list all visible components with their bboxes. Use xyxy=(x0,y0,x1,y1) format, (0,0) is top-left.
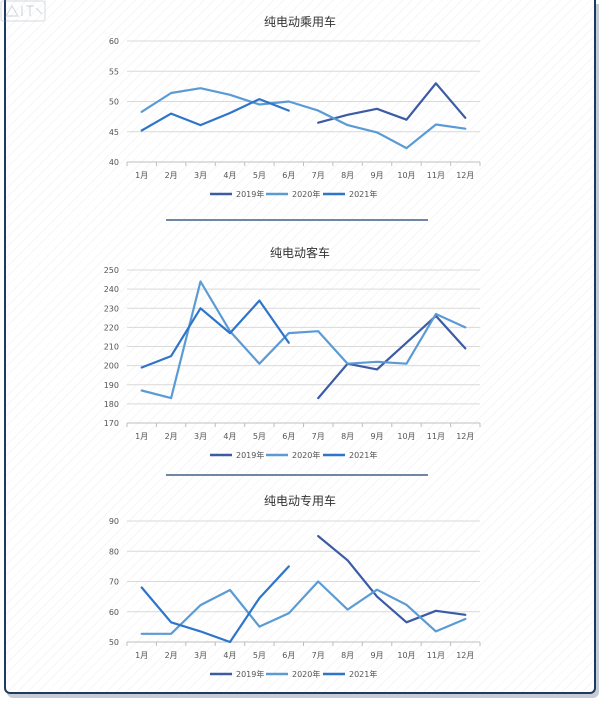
x-tick-label: 10月 xyxy=(397,171,415,180)
x-tick-label: 8月 xyxy=(341,432,354,441)
x-tick-label: 12月 xyxy=(456,171,474,180)
x-tick-label: 3月 xyxy=(194,171,207,180)
y-tick-label: 170 xyxy=(104,419,119,428)
x-tick-label: 2月 xyxy=(165,651,178,660)
chart-title: 纯电动客车 xyxy=(270,245,330,260)
y-tick-label: 60 xyxy=(109,37,119,46)
x-tick-label: 5月 xyxy=(253,171,266,180)
x-tick-label: 12月 xyxy=(456,432,474,441)
x-tick-label: 7月 xyxy=(312,432,325,441)
x-tick-label: 6月 xyxy=(282,432,295,441)
x-tick-label: 12月 xyxy=(456,651,474,660)
chart-title: 纯电动乘用车 xyxy=(264,14,336,29)
x-tick-label: 1月 xyxy=(135,651,148,660)
x-tick-label: 11月 xyxy=(427,432,445,441)
x-tick-label: 3月 xyxy=(194,651,207,660)
x-tick-label: 11月 xyxy=(427,171,445,180)
legend-label: 2021年 xyxy=(349,450,377,460)
y-tick-label: 180 xyxy=(104,400,119,409)
x-tick-label: 9月 xyxy=(370,651,383,660)
y-tick-label: 55 xyxy=(109,67,119,76)
y-tick-label: 40 xyxy=(109,158,119,167)
x-tick-label: 2月 xyxy=(165,432,178,441)
y-tick-label: 250 xyxy=(104,266,119,275)
y-tick-label: 240 xyxy=(104,285,119,294)
x-tick-label: 8月 xyxy=(341,171,354,180)
x-tick-label: 2月 xyxy=(165,171,178,180)
legend-label: 2021年 xyxy=(349,669,377,679)
y-tick-label: 230 xyxy=(104,304,119,313)
legend-label: 2020年 xyxy=(292,189,320,199)
legend-label: 2019年 xyxy=(236,669,264,679)
y-tick-label: 45 xyxy=(109,128,119,137)
x-tick-label: 9月 xyxy=(370,432,383,441)
x-tick-label: 11月 xyxy=(427,651,445,660)
y-tick-label: 200 xyxy=(104,362,119,371)
legend-label: 2020年 xyxy=(292,669,320,679)
x-tick-label: 5月 xyxy=(253,651,266,660)
x-tick-label: 1月 xyxy=(135,432,148,441)
series-line xyxy=(317,535,467,624)
x-tick-label: 7月 xyxy=(312,651,325,660)
legend-label: 2019年 xyxy=(236,189,264,199)
chart-title: 纯电动专用车 xyxy=(264,493,336,508)
series-line xyxy=(140,580,467,635)
series-line xyxy=(140,280,467,400)
x-tick-label: 5月 xyxy=(253,432,266,441)
x-tick-label: 1月 xyxy=(135,171,148,180)
x-tick-label: 4月 xyxy=(223,171,236,180)
x-tick-label: 10月 xyxy=(397,432,415,441)
y-tick-label: 50 xyxy=(109,98,119,107)
series-line xyxy=(317,314,467,400)
y-tick-label: 210 xyxy=(104,343,119,352)
series-line xyxy=(140,98,290,132)
series-line xyxy=(317,82,467,124)
legend-label: 2020年 xyxy=(292,450,320,460)
x-tick-label: 3月 xyxy=(194,432,207,441)
legend-label: 2019年 xyxy=(236,450,264,460)
x-tick-label: 7月 xyxy=(312,171,325,180)
series-line xyxy=(140,299,290,369)
y-tick-label: 50 xyxy=(109,638,119,647)
x-tick-label: 4月 xyxy=(223,651,236,660)
series-line xyxy=(140,87,467,150)
y-tick-label: 90 xyxy=(109,517,119,526)
x-tick-label: 6月 xyxy=(282,651,295,660)
y-tick-label: 80 xyxy=(109,547,119,556)
x-tick-label: 6月 xyxy=(282,171,295,180)
x-tick-label: 9月 xyxy=(370,171,383,180)
watermark-logo xyxy=(0,0,46,22)
y-tick-label: 220 xyxy=(104,323,119,332)
x-tick-label: 8月 xyxy=(341,651,354,660)
y-tick-label: 60 xyxy=(109,608,119,617)
y-tick-label: 190 xyxy=(104,381,119,390)
x-tick-label: 10月 xyxy=(397,651,415,660)
legend-label: 2021年 xyxy=(349,189,377,199)
y-tick-label: 70 xyxy=(109,578,119,587)
series-line xyxy=(140,565,290,644)
x-tick-label: 4月 xyxy=(223,432,236,441)
